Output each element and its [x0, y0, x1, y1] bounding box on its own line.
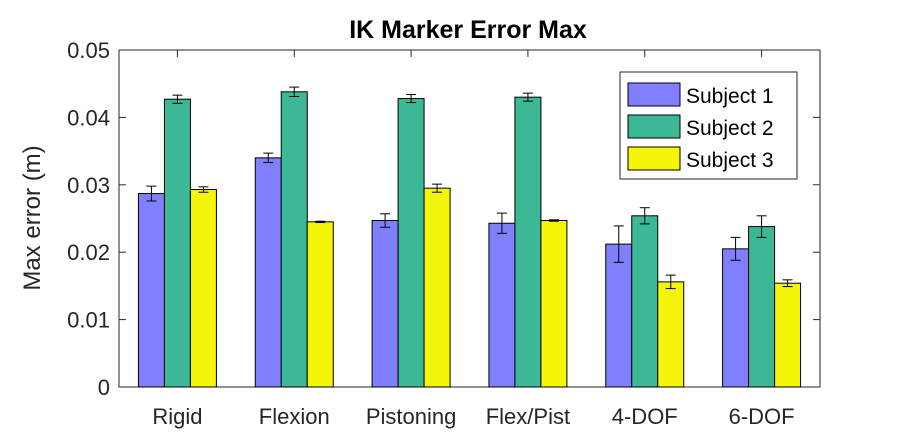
bar: [306, 221, 334, 388]
error-bar: [172, 94, 183, 104]
bar: [163, 98, 191, 388]
bar: [631, 215, 659, 388]
x-tick-label: 6-DOF: [729, 404, 795, 429]
bar: [722, 248, 750, 388]
error-bar: [756, 215, 767, 238]
bar: [137, 193, 165, 388]
error-bar: [146, 185, 157, 202]
bar: [280, 91, 308, 388]
bar: [514, 96, 542, 388]
y-tick-label: 0.04: [67, 105, 110, 130]
bar: [254, 157, 282, 388]
error-bar: [496, 212, 507, 234]
x-tick-label: Rigid: [152, 404, 202, 429]
error-bar: [432, 183, 443, 193]
legend-swatch: [627, 82, 681, 107]
error-bar: [380, 213, 391, 228]
bar: [423, 187, 451, 388]
error-bar: [289, 86, 300, 98]
legend-entry: Subject 3: [686, 149, 774, 172]
error-bar: [613, 225, 624, 263]
bar: [748, 226, 776, 388]
legend-entry: Subject 1: [686, 85, 774, 108]
error-bar: [730, 236, 741, 261]
bar: [774, 282, 802, 388]
bar: [371, 220, 399, 388]
legend: Subject 1 Subject 2 Subject 3: [619, 71, 798, 180]
y-tick-label: 0.05: [67, 38, 110, 63]
error-bar: [263, 152, 274, 164]
error-bar: [782, 279, 793, 288]
error-bar: [406, 93, 417, 104]
bar: [540, 220, 568, 388]
legend-entry: Subject 2: [686, 117, 774, 140]
error-bar: [639, 207, 650, 225]
bar: [488, 222, 516, 388]
x-tick-label: Pistoning: [366, 404, 457, 429]
error-bar: [315, 220, 326, 224]
y-tick-label: 0.02: [67, 240, 110, 265]
x-tick-label: Flex/Pist: [486, 404, 570, 429]
error-bar: [522, 92, 533, 102]
y-axis-label: Max error (m): [19, 145, 46, 290]
bar: [397, 98, 425, 388]
error-bar: [665, 274, 676, 290]
chart-title: IK Marker Error Max: [349, 16, 587, 44]
bar: [657, 281, 685, 388]
x-tick-label: 4-DOF: [612, 404, 678, 429]
y-tick-label: 0: [98, 375, 110, 400]
error-bar: [548, 219, 559, 222]
legend-swatch: [627, 146, 681, 171]
legend-swatch: [627, 114, 681, 139]
bar: [605, 243, 633, 388]
y-tick-label: 0.03: [67, 173, 110, 198]
bar: [189, 189, 217, 388]
x-tick-label: Flexion: [259, 404, 330, 429]
y-tick-label: 0.01: [67, 308, 110, 333]
error-bar: [198, 186, 209, 193]
